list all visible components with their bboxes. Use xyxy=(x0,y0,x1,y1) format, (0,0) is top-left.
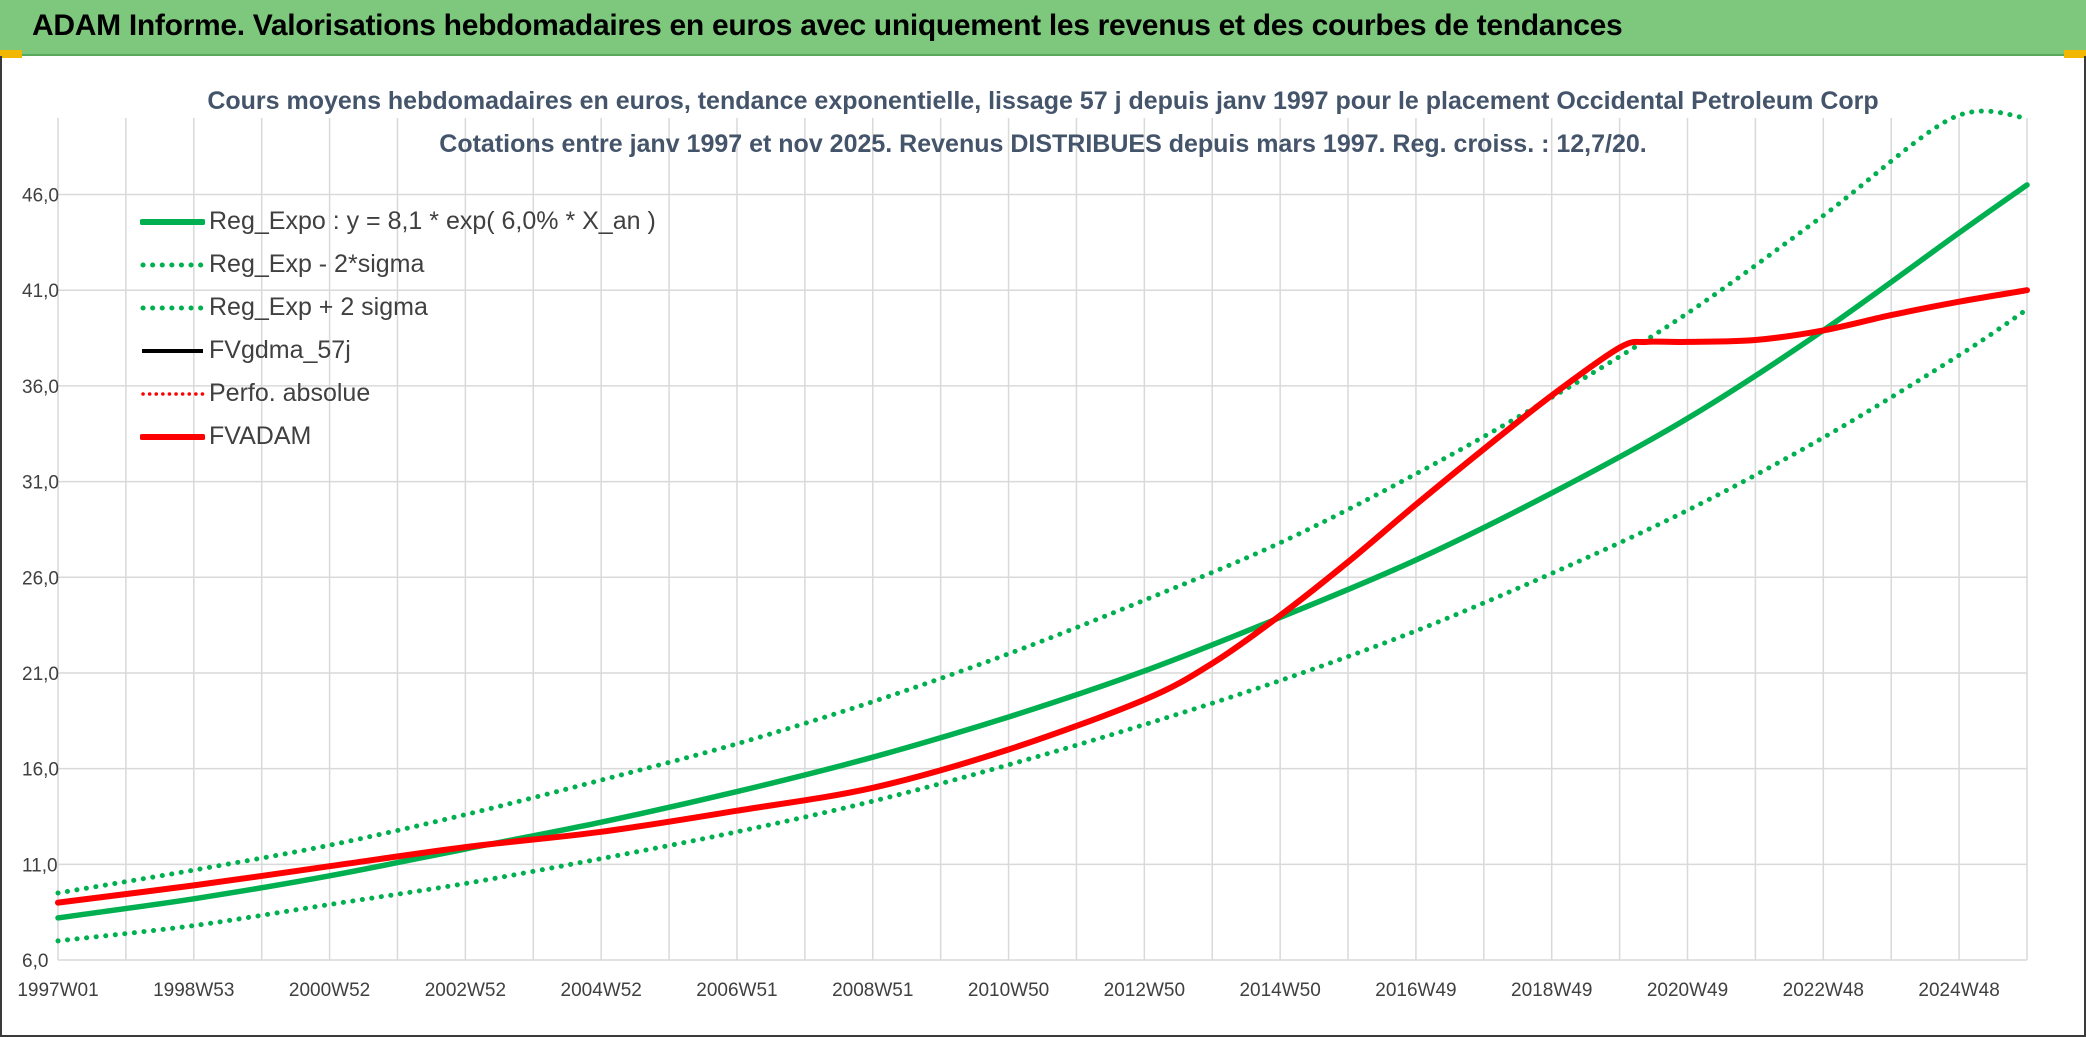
chart-title: Cours moyens hebdomadaires en euros, ten… xyxy=(207,87,1879,115)
legend-item-reg-exp-minus: Reg_Exp - 2*sigma xyxy=(140,243,656,286)
series-reg-expo-line xyxy=(55,182,2030,921)
y-tick-label: 11,0 xyxy=(22,855,58,876)
x-tick-label: 2024W48 xyxy=(1918,980,1999,1001)
legend-label-reg-expo: Reg_Expo : y = 8,1 * exp( 6,0% * X_an ) xyxy=(209,207,656,235)
y-tick-label: 6,0 xyxy=(22,951,48,972)
report-title: ADAM Informe. Valorisations hebdomadaire… xyxy=(32,9,1623,42)
legend-swatch-perfo-absolue xyxy=(141,391,205,396)
legend-item-perfo-absolue: Perfo. absolue xyxy=(140,372,656,415)
legend-label-perfo-absolue: Perfo. absolue xyxy=(209,379,371,407)
y-tick-label: 16,0 xyxy=(22,760,59,781)
y-tick-label: 21,0 xyxy=(22,664,59,685)
corner-mark-right xyxy=(2064,50,2086,58)
x-tick-label: 2008W51 xyxy=(832,980,913,1001)
series-fvadam-line xyxy=(55,287,2030,906)
legend-item-reg-expo: Reg_Expo : y = 8,1 * exp( 6,0% * X_an ) xyxy=(140,200,656,243)
chart-subtitle: Cotations entre janv 1997 et nov 2025. R… xyxy=(439,130,1647,158)
x-tick-label: 2004W52 xyxy=(561,980,642,1001)
chart-legend: Reg_Expo : y = 8,1 * exp( 6,0% * X_an ) … xyxy=(140,200,656,458)
corner-mark-left xyxy=(0,50,22,58)
legend-swatch-reg-expo xyxy=(140,218,205,225)
legend-item-reg-exp-plus: Reg_Exp + 2 sigma xyxy=(140,286,656,329)
x-tick-label: 1998W53 xyxy=(153,980,234,1001)
y-tick-label: 36,0 xyxy=(22,377,59,398)
legend-label-fvadam: FVADAM xyxy=(209,422,312,450)
x-tick-label: 2018W49 xyxy=(1511,980,1592,1001)
grid-lines xyxy=(57,118,2028,961)
series-reg-exp-plus-line xyxy=(55,108,2030,896)
y-tick-label: 41,0 xyxy=(22,281,59,302)
legend-item-fvgdma: FVgdma_57j xyxy=(140,329,656,372)
x-tick-label: 2000W52 xyxy=(289,980,370,1001)
x-tick-label: 2002W52 xyxy=(425,980,506,1001)
legend-item-fvadam: FVADAM xyxy=(140,415,656,458)
legend-label-reg-exp-minus: Reg_Exp - 2*sigma xyxy=(209,250,425,278)
x-tick-label: 2022W48 xyxy=(1783,980,1864,1001)
x-axis-ticks: 1997W01 1998W53 2000W52 2002W52 2004W52 2006W… xyxy=(17,980,1999,1001)
y-tick-label: 26,0 xyxy=(22,568,59,589)
series-reg-exp-minus-line xyxy=(55,306,2030,944)
report-banner: ADAM Informe. Valorisations hebdomadaire… xyxy=(0,0,2086,56)
legend-swatch-fvadam xyxy=(140,433,205,440)
x-tick-label: 1997W01 xyxy=(17,980,98,1001)
chart-plot: 6,0 11,0 16,0 21,0 26,0 31,0 36,0 41,0 46,0 1997… xyxy=(17,108,2030,1001)
x-tick-label: 2014W50 xyxy=(1239,980,1320,1001)
legend-swatch-reg-exp-plus xyxy=(140,305,205,310)
x-tick-label: 2020W49 xyxy=(1647,980,1728,1001)
y-tick-label: 31,0 xyxy=(22,473,59,494)
legend-label-reg-exp-plus: Reg_Exp + 2 sigma xyxy=(209,293,428,321)
y-axis-ticks: 6,0 11,0 16,0 21,0 26,0 31,0 36,0 41,0 46,0 xyxy=(22,186,59,972)
chart-frame xyxy=(0,56,2086,1037)
x-tick-label: 2012W50 xyxy=(1104,980,1185,1001)
x-tick-label: 2006W51 xyxy=(696,980,777,1001)
legend-swatch-fvgdma xyxy=(142,348,203,353)
legend-label-fvgdma: FVgdma_57j xyxy=(209,336,351,364)
y-tick-label: 46,0 xyxy=(22,186,59,207)
series-lines xyxy=(55,108,2030,944)
legend-swatch-reg-exp-minus xyxy=(140,262,205,267)
x-tick-label: 2010W50 xyxy=(968,980,1049,1001)
x-tick-label: 2016W49 xyxy=(1375,980,1456,1001)
